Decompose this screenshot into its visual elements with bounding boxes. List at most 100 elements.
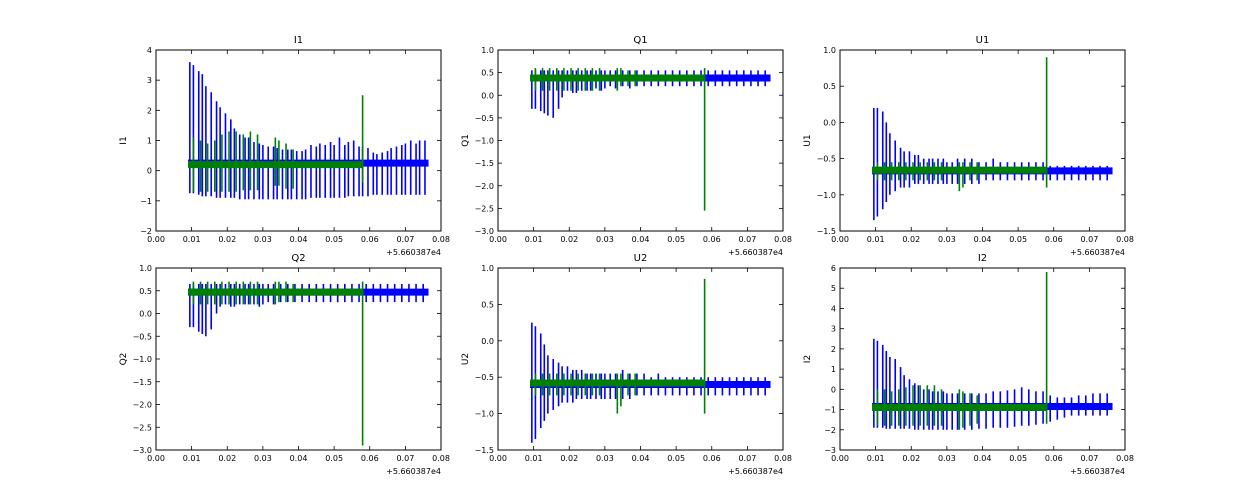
y-tick-label: −1 <box>824 406 836 415</box>
x-tick-label: 0.04 <box>974 235 992 244</box>
subplot-title: U1 <box>976 35 990 46</box>
y-tick-label: −2.0 <box>133 401 152 410</box>
y-tick-label: 0.5 <box>823 82 836 91</box>
y-tick-label: −2.5 <box>475 204 494 213</box>
x-tick-label: 0.07 <box>1080 454 1098 463</box>
series-1 <box>530 68 706 211</box>
y-tick-label: −2.0 <box>475 182 494 191</box>
x-tick-label: 0.01 <box>525 454 543 463</box>
series-1 <box>530 278 706 414</box>
x-tick-label: 0.04 <box>632 235 650 244</box>
x-tick-label: 0.07 <box>1080 235 1098 244</box>
y-tick-label: −1.5 <box>475 446 494 455</box>
y-tick-label: 2 <box>831 345 836 354</box>
x-offset-label: +5.660387e4 <box>386 467 441 476</box>
y-tick-label: 0.0 <box>139 310 152 319</box>
x-tick-label: 0.05 <box>667 454 685 463</box>
subplot-grid: 0.00 0.01 0.02 0.03 0.04 0.05 0.06 0.07 0.08+5.6… <box>119 35 1134 476</box>
y-tick-label: −1.0 <box>475 137 494 146</box>
y-axis-label: Q1 <box>461 134 471 147</box>
y-tick-label: −0.5 <box>133 332 152 341</box>
y-tick-label: 0.0 <box>481 91 494 100</box>
y-axis-label: U1 <box>803 134 813 146</box>
y-axis-label: I1 <box>119 136 129 144</box>
y-tick-label: −1.5 <box>817 227 836 236</box>
y-tick-label: −0.5 <box>817 155 836 164</box>
y-tick-label: −0.5 <box>475 114 494 123</box>
subplot-title: U2 <box>634 253 648 264</box>
y-tick-label: 1 <box>831 365 836 374</box>
x-tick-label: 0.08 <box>1116 454 1134 463</box>
data-layer <box>872 57 1113 221</box>
y-tick-label: −3 <box>824 446 836 455</box>
x-tick-label: 0.00 <box>831 454 849 463</box>
x-tick-label: 0.02 <box>902 235 920 244</box>
x-tick-label: 0.06 <box>703 454 721 463</box>
subplot-u1: 0.00 0.01 0.02 0.03 0.04 0.05 0.06 0.07 0.08 +5.6… <box>803 35 1134 257</box>
y-tick-label: 0.5 <box>139 287 152 296</box>
x-tick-label: 0.00 <box>831 235 849 244</box>
x-tick-label: 0.03 <box>254 454 272 463</box>
x-tick-label: 0.05 <box>1009 454 1027 463</box>
x-tick-label: 0.06 <box>1045 454 1063 463</box>
x-tick-label: 0.06 <box>703 235 721 244</box>
subplot-q1: 0.00 0.01 0.02 0.03 0.04 0.05 0.06 0.07 0.08 +5.6… <box>461 35 792 257</box>
y-tick-label: 1.0 <box>139 264 152 273</box>
x-tick-label: 0.03 <box>596 235 614 244</box>
subplot-i2: 0.00 0.01 0.02 0.03 0.04 0.05 0.06 0.07 0.08 +5.6… <box>803 253 1134 476</box>
y-tick-label: 0.5 <box>481 300 494 309</box>
series-1 <box>188 281 364 446</box>
y-tick-label: −1.0 <box>817 191 836 200</box>
x-tick-label: 0.00 <box>147 235 165 244</box>
y-axis-label: I2 <box>803 355 813 363</box>
y-tick-label: 3 <box>147 76 152 85</box>
data-layer <box>530 278 771 443</box>
x-tick-label: 0.04 <box>632 454 650 463</box>
y-tick-label: −2.5 <box>133 423 152 432</box>
x-offset-label: +5.660387e4 <box>1070 467 1125 476</box>
x-tick-label: 0.08 <box>432 235 450 244</box>
x-tick-label: 0.05 <box>667 235 685 244</box>
y-tick-label: −1.5 <box>133 378 152 387</box>
y-tick-label: −1 <box>140 197 152 206</box>
y-tick-label: 1.0 <box>481 264 494 273</box>
y-tick-label: −1.5 <box>475 159 494 168</box>
x-tick-label: 0.07 <box>738 454 756 463</box>
y-tick-label: 0.0 <box>823 118 836 127</box>
y-tick-label: 0 <box>831 385 836 394</box>
x-tick-label: 0.03 <box>596 454 614 463</box>
x-tick-label: 0.07 <box>738 235 756 244</box>
y-tick-label: 1.0 <box>481 46 494 55</box>
x-tick-label: 0.08 <box>774 235 792 244</box>
data-layer <box>872 272 1113 430</box>
y-tick-label: 3 <box>831 325 836 334</box>
y-tick-label: 1.0 <box>823 46 836 55</box>
series-1 <box>872 57 1048 192</box>
x-tick-label: 0.01 <box>525 235 543 244</box>
x-offset-label: +5.660387e4 <box>1070 248 1125 257</box>
subplot-title: Q2 <box>291 253 305 264</box>
y-axis-label: U2 <box>461 353 471 365</box>
subplot-u2: 0.00 0.01 0.02 0.03 0.04 0.05 0.06 0.07 0.08 +5.6… <box>461 253 792 476</box>
y-tick-label: −1.0 <box>475 410 494 419</box>
x-tick-label: 0.07 <box>396 454 414 463</box>
y-tick-label: 0 <box>147 167 152 176</box>
subplot-title: I2 <box>978 253 987 264</box>
data-layer <box>188 62 429 200</box>
x-tick-label: 0.01 <box>183 235 201 244</box>
subplot-q2: 0.00 0.01 0.02 0.03 0.04 0.05 0.06 0.07 0.08 +5.6… <box>119 253 450 476</box>
x-tick-label: 0.02 <box>218 235 236 244</box>
y-tick-label: 2 <box>147 106 152 115</box>
y-tick-label: 0.5 <box>481 69 494 78</box>
y-tick-label: −3.0 <box>475 227 494 236</box>
x-tick-label: 0.00 <box>489 235 507 244</box>
y-tick-label: −1.0 <box>133 355 152 364</box>
x-tick-label: 0.05 <box>325 454 343 463</box>
y-tick-label: 4 <box>147 46 152 55</box>
x-tick-label: 0.02 <box>218 454 236 463</box>
data-layer <box>188 281 429 446</box>
subplot-title: Q1 <box>633 35 647 46</box>
x-tick-label: 0.07 <box>396 235 414 244</box>
x-tick-label: 0.08 <box>432 454 450 463</box>
